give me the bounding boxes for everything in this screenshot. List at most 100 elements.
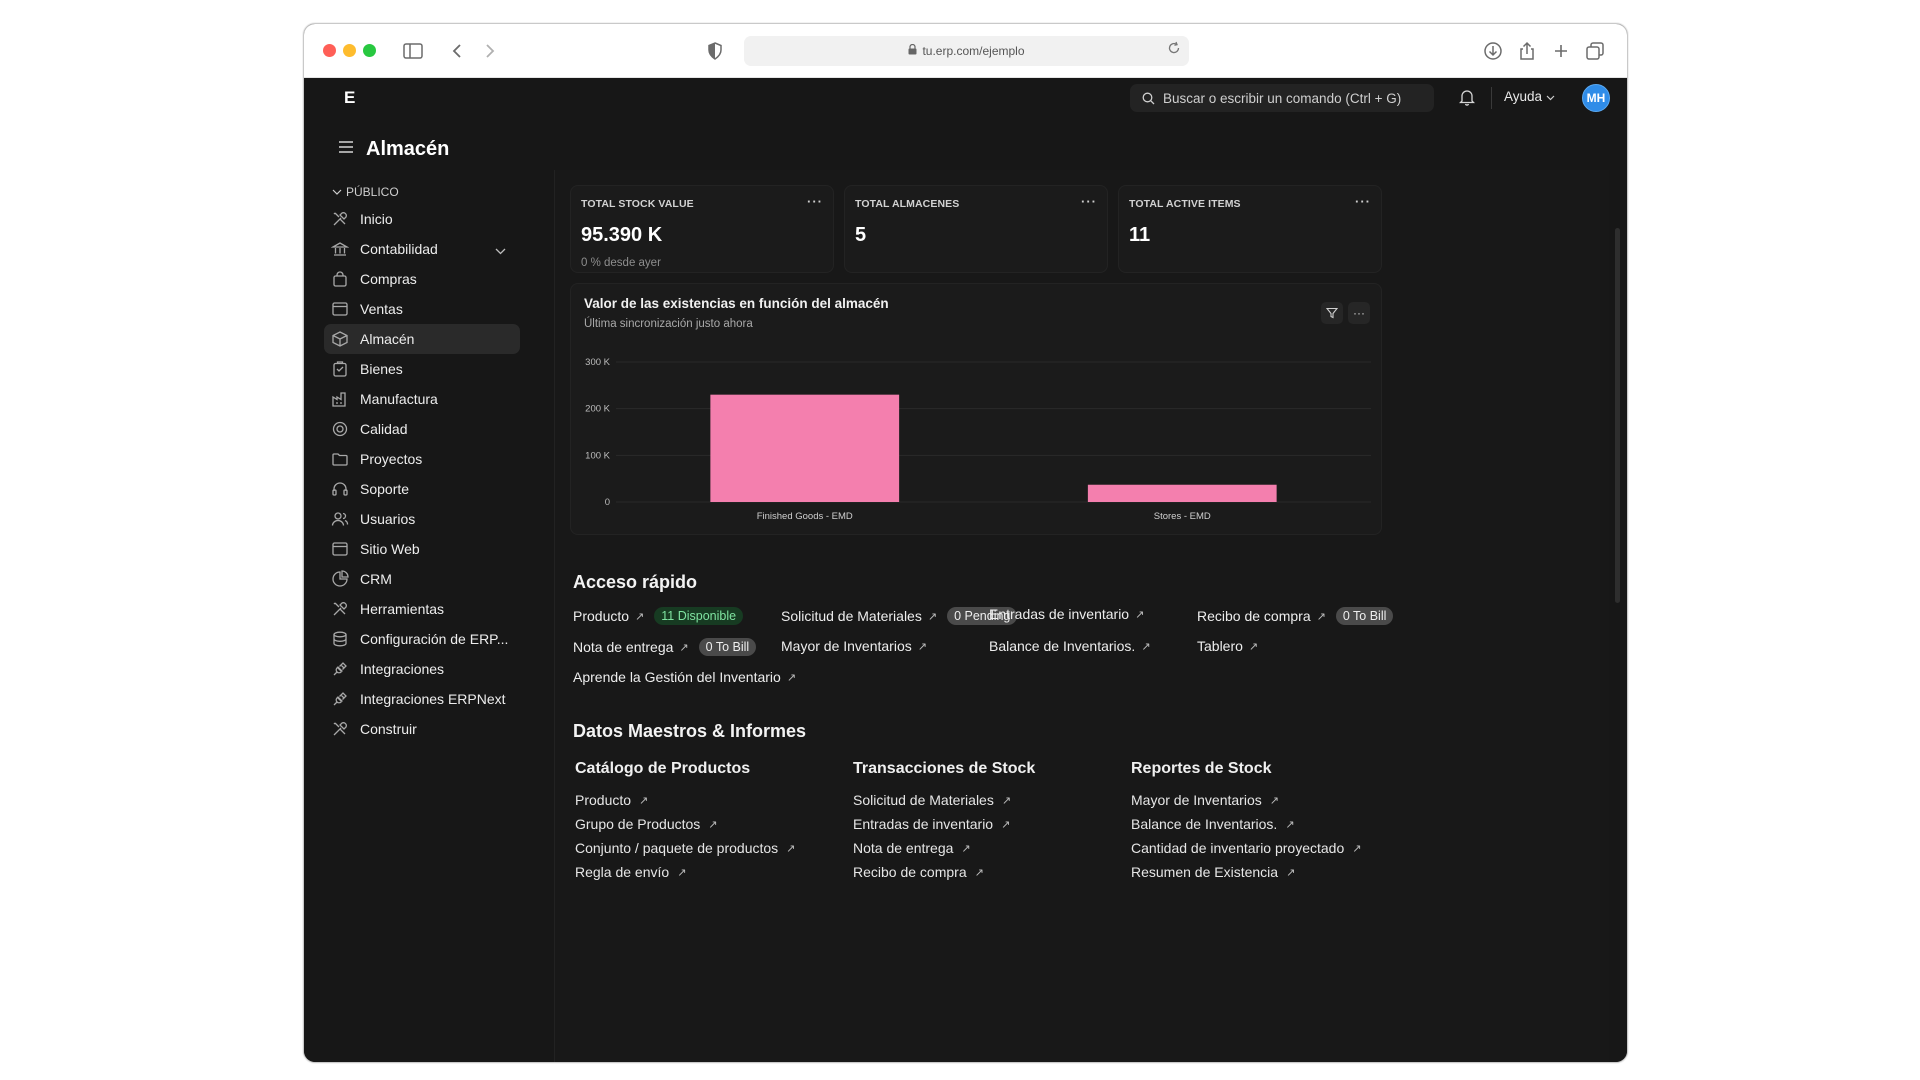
navbar-divider	[1491, 87, 1492, 109]
sidebar-item-16[interactable]: Integraciones ERPNext	[324, 684, 520, 714]
privacy-shield-icon[interactable]	[703, 39, 727, 63]
sidebar-item-3[interactable]: Ventas	[324, 294, 520, 324]
external-arrow-icon: ↗	[917, 640, 927, 653]
y-tick-label: 0	[605, 497, 610, 508]
sidebar-list: Inicio Contabilidad Compras Ventas Almacén Bi…	[324, 204, 534, 744]
external-arrow-icon: ↗	[1286, 866, 1296, 879]
chevron-down-icon[interactable]	[495, 242, 506, 258]
quick-link[interactable]: Balance de Inventarios. ↗	[989, 638, 1151, 654]
reload-icon[interactable]	[1167, 41, 1181, 58]
more-options-icon[interactable]: ···	[1081, 194, 1097, 209]
sidebar-item-2[interactable]: Compras	[324, 264, 520, 294]
zoom-window-button[interactable]	[363, 44, 376, 57]
quick-link[interactable]: Mayor de Inventarios ↗	[781, 638, 927, 654]
external-arrow-icon: ↗	[1316, 610, 1326, 623]
quick-link[interactable]: Entradas de inventario ↗	[989, 606, 1144, 622]
sidebar-item-6[interactable]: Manufactura	[324, 384, 520, 414]
sidebar-section-header[interactable]: PÚBLICO	[332, 182, 534, 202]
stat-value: 95.390 K	[581, 224, 663, 246]
search-bar[interactable]: Buscar o escribir un comando (Ctrl + G)	[1130, 84, 1434, 112]
report-link[interactable]: Resumen de Existencia ↗	[1131, 864, 1295, 880]
report-link[interactable]: Conjunto / paquete de productos ↗	[575, 840, 795, 856]
quick-link[interactable]: Producto ↗ 11 Disponible	[573, 607, 744, 625]
quick-link-label: Nota de entrega	[573, 639, 674, 655]
app-logo[interactable]: E	[344, 88, 356, 107]
quick-link[interactable]: Nota de entrega ↗ 0 To Bill	[573, 638, 757, 656]
quick-link[interactable]: Solicitud de Materiales ↗ 0 Pending	[781, 607, 1018, 625]
bar-1[interactable]	[1087, 484, 1277, 502]
new-tab-icon[interactable]	[1549, 39, 1573, 63]
avatar[interactable]: MH	[1582, 84, 1610, 112]
stat-value: 5	[855, 224, 867, 246]
report-link[interactable]: Balance de Inventarios. ↗	[1131, 816, 1295, 832]
help-dropdown[interactable]: Ayuda	[1504, 89, 1555, 104]
pie-icon	[331, 570, 349, 588]
report-link[interactable]: Producto ↗	[575, 792, 648, 808]
sidebar-item-14[interactable]: Configuración de ERP...	[324, 624, 520, 654]
report-link[interactable]: Mayor de Inventarios ↗	[1131, 792, 1279, 808]
headset-icon	[331, 480, 349, 498]
hamburger-menu-icon[interactable]	[338, 140, 354, 159]
external-arrow-icon: ↗	[786, 842, 796, 855]
report-column-title: Catálogo de Productos	[575, 760, 751, 777]
report-link-label: Recibo de compra	[853, 864, 967, 880]
address-bar[interactable]: tu.erp.com/ejemplo	[744, 36, 1189, 66]
more-options-icon[interactable]: ···	[1348, 302, 1370, 324]
chart-subtitle: Última sincronización justo ahora	[584, 318, 753, 330]
count-badge: 11 Disponible	[654, 607, 744, 625]
report-link[interactable]: Nota de entrega ↗	[853, 840, 971, 856]
report-link[interactable]: Regla de envío ↗	[575, 864, 686, 880]
sidebar-item-11[interactable]: Sitio Web	[324, 534, 520, 564]
quick-link[interactable]: Tablero ↗	[1197, 638, 1258, 654]
stat-value: 11	[1129, 224, 1151, 246]
sidebar-item-12[interactable]: CRM	[324, 564, 520, 594]
more-options-icon[interactable]: ···	[1355, 194, 1371, 209]
external-arrow-icon: ↗	[639, 794, 649, 807]
report-link[interactable]: Entradas de inventario ↗	[853, 816, 1010, 832]
sidebar-item-8[interactable]: Proyectos	[324, 444, 520, 474]
sidebar-toggle-icon[interactable]	[401, 39, 425, 63]
report-link[interactable]: Recibo de compra ↗	[853, 864, 984, 880]
sidebar-item-15[interactable]: Integraciones	[324, 654, 520, 684]
sidebar-item-1[interactable]: Contabilidad	[324, 234, 520, 264]
sidebar-item-7[interactable]: Calidad	[324, 414, 520, 444]
tab-overview-icon[interactable]	[1583, 39, 1607, 63]
external-arrow-icon: ↗	[635, 610, 645, 623]
back-icon[interactable]	[445, 39, 469, 63]
quick-link[interactable]: Recibo de compra ↗ 0 To Bill	[1197, 607, 1394, 625]
search-placeholder: Buscar o escribir un comando (Ctrl + G)	[1163, 90, 1402, 106]
quick-link[interactable]: Aprende la Gestión del Inventario ↗	[573, 669, 796, 685]
sidebar-item-9[interactable]: Soporte	[324, 474, 520, 504]
share-icon[interactable]	[1515, 39, 1539, 63]
sidebar-item-label: Bienes	[360, 361, 403, 377]
report-link[interactable]: Cantidad de inventario proyectado ↗	[1131, 840, 1361, 856]
clipboard-icon	[331, 360, 349, 378]
minimize-window-button[interactable]	[343, 44, 356, 57]
chevron-down-icon	[1546, 89, 1555, 104]
sidebar-item-13[interactable]: Herramientas	[324, 594, 520, 624]
sidebar-item-4[interactable]: Almacén	[324, 324, 520, 354]
external-arrow-icon: ↗	[974, 866, 984, 879]
filter-icon[interactable]	[1321, 302, 1343, 324]
page-title: Almacén	[366, 138, 450, 160]
download-icon[interactable]	[1481, 39, 1505, 63]
external-arrow-icon: ↗	[1135, 608, 1145, 621]
scrollbar[interactable]	[1615, 228, 1620, 603]
report-link-label: Entradas de inventario	[853, 816, 994, 832]
stat-label: TOTAL ACTIVE ITEMS	[1129, 198, 1241, 210]
sidebar-item-0[interactable]: Inicio	[324, 204, 520, 234]
plug-icon	[331, 690, 349, 708]
sidebar-item-5[interactable]: Bienes	[324, 354, 520, 384]
more-options-icon[interactable]: ···	[807, 194, 823, 209]
forward-icon[interactable]	[478, 39, 502, 63]
bell-icon[interactable]	[1458, 88, 1476, 111]
report-link[interactable]: Grupo de Productos ↗	[575, 816, 718, 832]
external-arrow-icon: ↗	[1285, 818, 1295, 831]
sidebar-item-10[interactable]: Usuarios	[324, 504, 520, 534]
close-window-button[interactable]	[323, 44, 336, 57]
quick-link-label: Mayor de Inventarios	[781, 638, 912, 654]
report-link[interactable]: Solicitud de Materiales ↗	[853, 792, 1011, 808]
bar-0[interactable]	[710, 394, 900, 502]
sidebar-item-17[interactable]: Construir	[324, 714, 520, 744]
shopping-bag-icon	[331, 270, 349, 288]
